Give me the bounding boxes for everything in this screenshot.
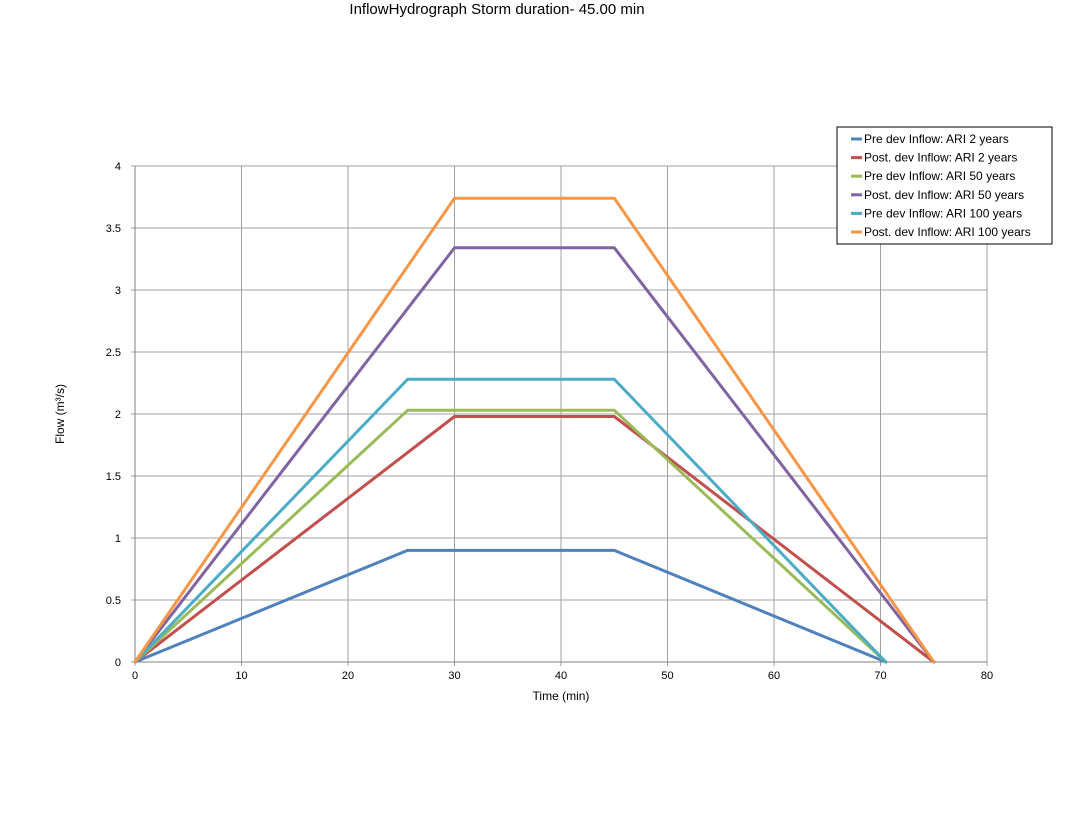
y-tick-label: 2.5: [106, 347, 121, 359]
y-tick-label: 1.5: [106, 471, 121, 483]
series-line-3: [133, 408, 888, 664]
x-tick-label: 80: [981, 670, 993, 682]
y-tick-label: 3: [115, 285, 121, 297]
y-axis-title: Flow (m³/s): [53, 384, 67, 444]
series-line-5: [133, 377, 888, 664]
y-tick-label: 1: [115, 533, 121, 545]
legend-entry-label: Post. dev Inflow: ARI 2 years: [864, 151, 1017, 165]
y-tick-label: 0: [115, 657, 121, 669]
series-line-2: [133, 415, 936, 664]
y-tick-label: 3.5: [106, 223, 121, 235]
grid: [131, 165, 988, 666]
x-tick-label: 0: [132, 670, 138, 682]
x-tick-label: 60: [768, 670, 780, 682]
x-tick-label: 40: [555, 670, 567, 682]
x-tick-label: 10: [235, 670, 247, 682]
legend-entry-label: Pre dev Inflow: ARI 100 years: [864, 206, 1022, 220]
x-axis-title: Time (min): [533, 689, 590, 703]
series-line-6: [133, 196, 936, 664]
x-tick-label: 30: [448, 670, 460, 682]
x-tick-label: 20: [342, 670, 354, 682]
y-axis-ticks: 0 0.5 1 1.5 2 2.5 3 3.5 4: [106, 161, 121, 669]
series-line-1: [133, 548, 888, 664]
legend: Pre dev Inflow: ARI 2 years Post. dev Inf…: [836, 126, 1053, 245]
y-tick-label: 0.5: [106, 595, 121, 607]
x-tick-label: 70: [874, 670, 886, 682]
legend-entry-label: Pre dev Inflow: ARI 2 years: [864, 132, 1009, 146]
legend-entry-label: Post. dev Inflow: ARI 50 years: [864, 188, 1024, 202]
series-line-4: [133, 246, 936, 664]
y-tick-label: 2: [115, 409, 121, 421]
legend-entry-label: Pre dev Inflow: ARI 50 years: [864, 169, 1015, 183]
legend-box: [836, 126, 1053, 245]
y-tick-label: 4: [115, 161, 121, 173]
x-axis-ticks: 0 10 20 30 40 50 60 70 80: [132, 670, 993, 682]
legend-entry-label: Post. dev Inflow: ARI 100 years: [864, 225, 1031, 239]
x-tick-label: 50: [661, 670, 673, 682]
chart-title: InflowHydrograph Storm duration- 45.00 m…: [349, 1, 644, 18]
series-lines: [133, 196, 936, 664]
